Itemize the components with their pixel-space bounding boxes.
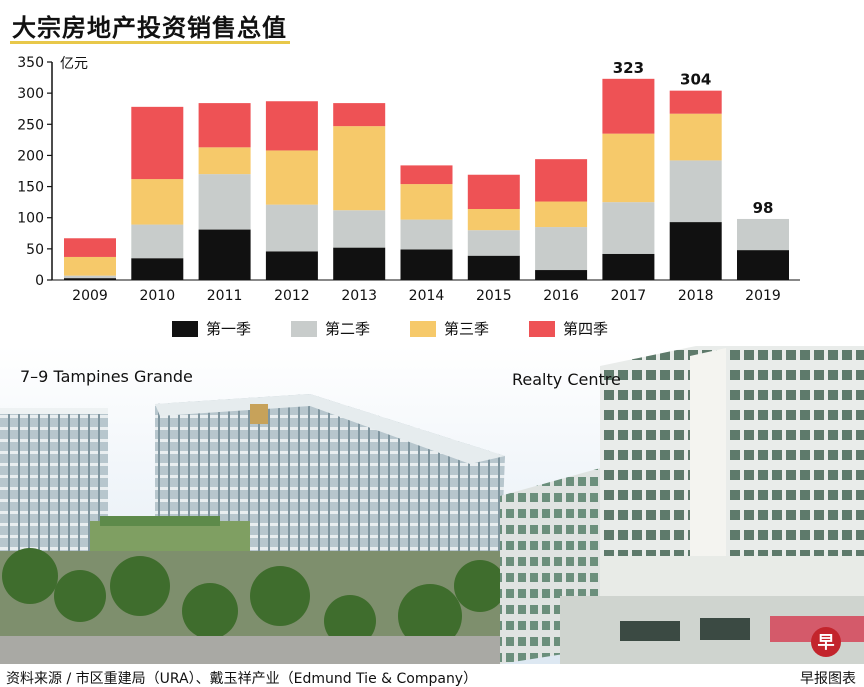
x-tick-label: 2017 xyxy=(611,288,647,304)
bar-segment xyxy=(602,78,655,134)
legend-item: 第一季 xyxy=(172,318,251,339)
x-axis-tick-labels: 2009 2010 2011 2012 2013 2014 2015 2016 2017 2018… xyxy=(72,288,781,304)
bar-segment xyxy=(535,201,588,228)
x-tick-label: 2019 xyxy=(745,288,781,304)
bar-segment xyxy=(333,247,386,280)
bar-segment xyxy=(535,159,588,202)
bar-segment xyxy=(198,229,251,280)
bar-segment xyxy=(467,208,520,231)
stacked-bar-chart: 0 50 100 150 200 250 300 350 亿元 2009 2010 2011 201… xyxy=(17,55,800,304)
legend-item: 第三季 xyxy=(410,318,489,339)
bar-segment xyxy=(64,238,116,257)
y-tick-label: 250 xyxy=(17,117,44,133)
bar-segment xyxy=(198,174,251,230)
y-tick-label: 150 xyxy=(17,180,44,196)
bar-segment xyxy=(737,218,789,251)
source-note: 资料来源 / 市区重建局（URA）、戴玉祥产业（Edmund Tie & Com… xyxy=(6,671,478,687)
y-tick-label: 100 xyxy=(17,211,44,227)
bars xyxy=(64,78,789,280)
realty-centre-building xyxy=(500,346,864,664)
bar-segment xyxy=(467,174,520,209)
x-tick-label: 2015 xyxy=(476,288,512,304)
title-underline xyxy=(10,41,290,44)
bar-segment xyxy=(400,184,453,220)
x-tick-label: 2010 xyxy=(139,288,175,304)
bar-segment xyxy=(131,106,184,180)
legend-swatch xyxy=(172,320,198,337)
legend-swatch xyxy=(291,320,318,337)
bar-segment xyxy=(333,210,386,248)
bar-segment xyxy=(265,204,318,252)
bar-segment xyxy=(333,103,386,127)
bar-segment xyxy=(265,150,318,205)
bar-segment xyxy=(535,227,588,271)
trees xyxy=(2,548,506,648)
y-axis-label: 亿元 xyxy=(60,56,88,72)
zaobao-logo: 早 xyxy=(811,627,841,657)
bar-segment xyxy=(669,113,722,161)
bar-segment xyxy=(467,255,520,280)
bar-segment xyxy=(602,202,655,254)
data-labels: 323 304 98 xyxy=(613,59,774,217)
bar-segment xyxy=(400,219,453,250)
y-tick-label: 200 xyxy=(17,148,44,164)
x-tick-label: 2009 xyxy=(72,288,108,304)
y-tick-label: 300 xyxy=(17,86,44,102)
bar-segment xyxy=(400,165,453,185)
legend-item: 第二季 xyxy=(291,318,370,339)
y-tick-label: 0 xyxy=(35,273,44,289)
bar-segment xyxy=(198,103,251,148)
legend: 第一季 第二季 第三季 第四季 xyxy=(172,318,608,339)
legend-swatch xyxy=(410,320,437,337)
bar-segment xyxy=(669,90,722,114)
bar-segment xyxy=(669,222,722,280)
chart-title: 大宗房地产投资销售总值 xyxy=(12,14,287,42)
credit: 早报图表 xyxy=(800,671,856,687)
bar-segment xyxy=(131,258,184,280)
x-tick-label: 2011 xyxy=(207,288,243,304)
caption-realty-centre: Realty Centre xyxy=(512,370,621,389)
bar-segment xyxy=(602,133,655,203)
caption-tampines-grande: 7–9 Tampines Grande xyxy=(20,367,193,386)
x-tick-label: 2016 xyxy=(543,288,579,304)
bar-segment xyxy=(265,101,318,151)
bar-segment xyxy=(265,251,318,280)
data-label: 323 xyxy=(613,59,644,77)
bar-segment xyxy=(333,126,386,211)
bar-segment xyxy=(535,270,588,280)
bar-segment xyxy=(64,278,116,280)
legend-label: 第二季 xyxy=(325,320,371,338)
bar-segment xyxy=(669,160,722,223)
data-label: 98 xyxy=(753,199,774,217)
legend-label: 第三季 xyxy=(444,320,490,338)
building-photos: 早 xyxy=(0,346,864,664)
x-tick-label: 2014 xyxy=(409,288,445,304)
footer: 资料来源 / 市区重建局（URA）、戴玉祥产业（Edmund Tie & Com… xyxy=(0,664,864,687)
bar-segment xyxy=(400,249,453,280)
legend-label: 第四季 xyxy=(563,320,609,338)
bar-segment xyxy=(467,230,520,256)
bar-segment xyxy=(64,275,116,279)
bar-segment xyxy=(131,224,184,259)
bar-segment xyxy=(737,250,789,280)
bar-segment xyxy=(131,179,184,225)
logo-letter: 早 xyxy=(818,633,835,653)
legend-label: 第一季 xyxy=(206,320,252,338)
bar-segment xyxy=(198,147,251,175)
x-tick-label: 2012 xyxy=(274,288,310,304)
y-tick-label: 50 xyxy=(26,242,44,258)
bar-segment xyxy=(602,253,655,280)
x-tick-label: 2013 xyxy=(341,288,377,304)
y-tick-label: 350 xyxy=(17,55,44,71)
legend-swatch xyxy=(529,320,556,337)
data-label: 304 xyxy=(680,71,711,89)
x-tick-label: 2018 xyxy=(678,288,714,304)
legend-item: 第四季 xyxy=(529,318,608,339)
bar-segment xyxy=(64,256,116,276)
